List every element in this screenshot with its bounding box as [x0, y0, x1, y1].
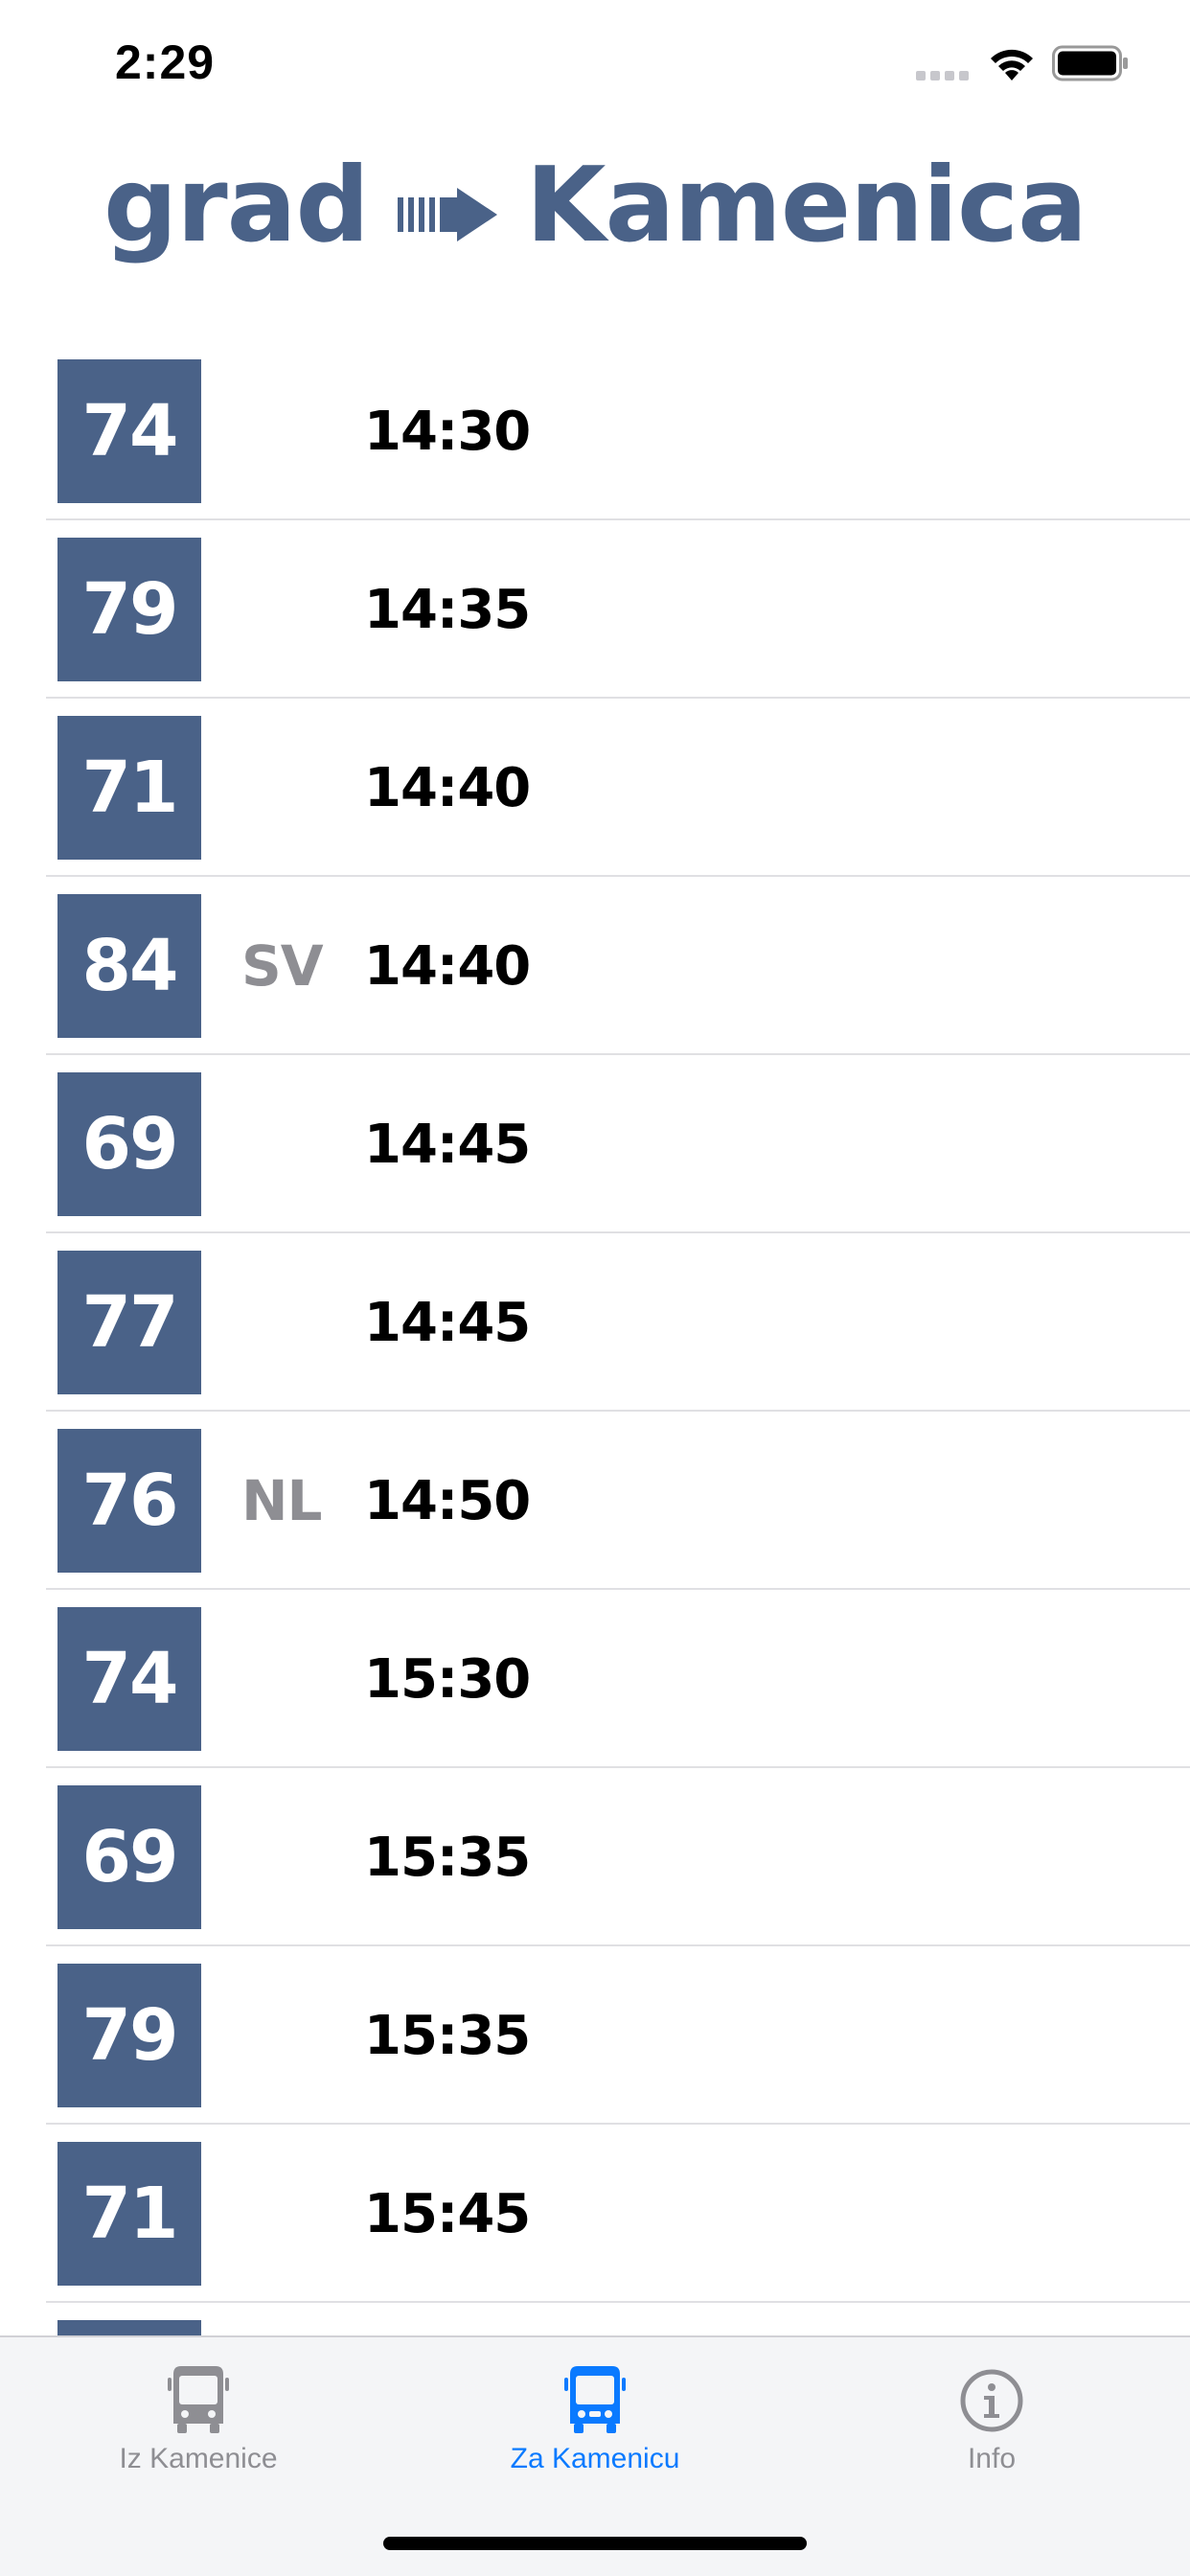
- departure-time: 14:45: [364, 1113, 531, 1176]
- departure-row[interactable]: 77 14:45: [0, 1233, 1190, 1412]
- status-bar: 2:29: [0, 0, 1190, 129]
- departure-time: 14:40: [364, 756, 531, 819]
- tab-info[interactable]: Info: [793, 2364, 1190, 2498]
- departure-note: NL: [241, 1468, 322, 1533]
- right-arrow-icon: [397, 188, 497, 242]
- route-header: grad Kamenica: [0, 134, 1190, 278]
- tab-label: Za Kamenicu: [510, 2443, 680, 2474]
- line-badge: 79: [57, 538, 201, 681]
- tab-label: Iz Kamenice: [119, 2443, 278, 2474]
- departure-row[interactable]: 79 14:35: [0, 520, 1190, 699]
- departure-row[interactable]: 74 15:30: [0, 1590, 1190, 1768]
- departure-row[interactable]: 74 14:30: [0, 342, 1190, 520]
- line-badge: 74: [57, 359, 201, 503]
- line-badge: 69: [57, 1072, 201, 1216]
- departure-list[interactable]: 74 14:30 79 14:35 71 14:40 84 SV 14:40 6…: [0, 342, 1190, 2335]
- wifi-icon: [991, 49, 1033, 80]
- bus-icon: [168, 2366, 229, 2433]
- departure-row[interactable]: 79 15:35: [0, 1946, 1190, 2125]
- line-badge: 77: [57, 1251, 201, 1394]
- battery-icon: [1052, 45, 1128, 81]
- tab-iz-kamenice[interactable]: Iz Kamenice: [0, 2364, 397, 2498]
- info-icon: [960, 2369, 1023, 2432]
- departure-row[interactable]: 71 15:45: [0, 2125, 1190, 2303]
- departure-row-partial[interactable]: [0, 2303, 1190, 2335]
- tab-bar: Iz Kamenice Za Kamenicu Info: [0, 2335, 1190, 2576]
- route-origin: grad: [103, 146, 370, 265]
- cellular-signal-icon: [916, 71, 969, 80]
- line-badge: 71: [57, 716, 201, 860]
- departure-time: 14:40: [364, 934, 531, 998]
- departure-time: 14:35: [364, 578, 531, 641]
- departure-time: 15:45: [364, 2182, 531, 2245]
- departure-time: 15:30: [364, 1647, 531, 1711]
- departure-row[interactable]: 69 14:45: [0, 1055, 1190, 1233]
- status-time: 2:29: [115, 35, 216, 89]
- departure-time: 15:35: [364, 2004, 531, 2067]
- line-badge: 71: [57, 2142, 201, 2286]
- departure-row[interactable]: 69 15:35: [0, 1768, 1190, 1946]
- departure-time: 14:50: [364, 1469, 531, 1532]
- departure-time: 14:30: [364, 400, 531, 463]
- tab-za-kamenicu[interactable]: Za Kamenicu: [397, 2364, 793, 2498]
- departure-note: SV: [241, 933, 324, 999]
- bus-icon: [564, 2366, 626, 2433]
- line-badge: 74: [57, 1607, 201, 1751]
- departure-row[interactable]: 71 14:40: [0, 699, 1190, 877]
- route-destination: Kamenica: [525, 146, 1087, 265]
- line-badge: 76: [57, 1429, 201, 1573]
- line-badge: 69: [57, 1785, 201, 1929]
- departure-time: 14:45: [364, 1291, 531, 1354]
- home-indicator[interactable]: [383, 2537, 807, 2550]
- departure-row[interactable]: 84 SV 14:40: [0, 877, 1190, 1055]
- line-badge: [57, 2320, 201, 2335]
- line-badge: 79: [57, 1964, 201, 2107]
- departure-time: 15:35: [364, 1826, 531, 1889]
- tab-label: Info: [967, 2443, 1017, 2474]
- line-badge: 84: [57, 894, 201, 1038]
- departure-row[interactable]: 76 NL 14:50: [0, 1412, 1190, 1590]
